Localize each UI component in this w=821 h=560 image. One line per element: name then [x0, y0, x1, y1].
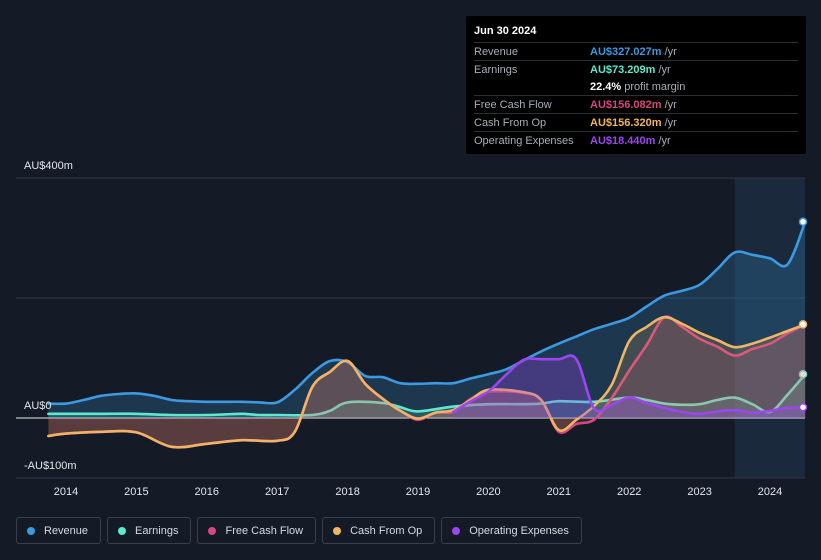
- tooltip-unit: /yr: [664, 98, 677, 111]
- tooltip-unit: /yr: [664, 45, 677, 58]
- y-tick-label-400: AU$400m: [24, 160, 73, 172]
- operating-expenses-end-point: [798, 402, 808, 412]
- legend-item-free-cash-flow[interactable]: Free Cash Flow: [197, 517, 317, 544]
- tooltip-unit: /yr: [664, 116, 677, 129]
- x-axis: 2014 2015 2016 2017 2018 2019 2020 2021 2022 2023…: [54, 486, 782, 498]
- tooltip-row-free-cash-flow: Free Cash Flow AU$156.082m /yr: [474, 95, 798, 113]
- chart-plot-area: 2014 2015 2016 2017 2018 2019 2020 2021 2022 2023…: [16, 177, 808, 498]
- legend-label: Operating Expenses: [469, 524, 569, 537]
- revenue-line: [47, 220, 807, 406]
- x-tick-label-2021: 2021: [547, 486, 571, 498]
- x-tick-label-2015: 2015: [124, 486, 148, 498]
- x-tick-label-2016: 2016: [195, 486, 219, 498]
- x-tick-label-2022: 2022: [617, 486, 641, 498]
- x-tick-label-2020: 2020: [476, 486, 500, 498]
- operating-expenses-area: [453, 355, 806, 418]
- tooltip-row-earnings: Earnings AU$73.209m /yr: [474, 60, 798, 78]
- earnings-area: [48, 374, 806, 418]
- x-tick-label-2024: 2024: [758, 486, 782, 498]
- tooltip-value: AU$18.440m: [590, 134, 656, 147]
- tooltip-unit: /yr: [658, 134, 671, 147]
- revenue-end-point: [798, 217, 808, 227]
- tooltip-label: Operating Expenses: [474, 134, 574, 147]
- revenue-area: [48, 221, 806, 418]
- tooltip-label: Earnings: [474, 63, 518, 76]
- legend-dot-icon: [208, 526, 217, 535]
- legend-label: Free Cash Flow: [225, 524, 304, 537]
- y-tick-label-0: AU$0: [24, 400, 52, 412]
- tooltip-value: 22.4%: [590, 80, 622, 93]
- legend-dot-icon: [452, 526, 461, 535]
- x-tick-label-2018: 2018: [335, 486, 359, 498]
- legend-item-earnings[interactable]: Earnings: [107, 517, 192, 544]
- legend-item-operating-expenses[interactable]: Operating Expenses: [441, 517, 582, 544]
- tooltip-label: Free Cash Flow: [474, 98, 552, 111]
- tooltip-value: AU$327.027m: [590, 45, 662, 58]
- x-tick-label-2019: 2019: [406, 486, 430, 498]
- chart-legend: Revenue Earnings Free Cash Flow Cash Fro…: [16, 517, 582, 544]
- legend-dot-icon: [27, 526, 35, 535]
- tooltip-date: Jun 30 2024: [474, 25, 537, 37]
- legend-label: Cash From Op: [350, 524, 423, 537]
- tooltip-unit: /yr: [658, 63, 671, 76]
- legend-dot-icon: [333, 526, 342, 535]
- x-tick-label-2023: 2023: [687, 486, 711, 498]
- tooltip-row-revenue: Revenue AU$327.027m /yr: [474, 42, 798, 60]
- cash-from-op-area: [48, 317, 806, 448]
- legend-label: Revenue: [44, 524, 89, 537]
- earnings-line: [47, 372, 807, 417]
- legend-item-revenue[interactable]: Revenue: [16, 517, 102, 544]
- tooltip-label: Revenue: [474, 45, 519, 58]
- tooltip-value: AU$156.320m: [590, 116, 662, 129]
- legend-dot-icon: [118, 526, 127, 535]
- tooltip-value: AU$73.209m: [590, 63, 656, 76]
- tooltip-row-operating-expenses: Operating Expenses AU$18.440m /yr: [474, 131, 798, 149]
- series-layer: [47, 217, 808, 449]
- data-tooltip: Jun 30 2024 Revenue AU$327.027m /yr Earn…: [466, 16, 806, 154]
- x-tick-label-2017: 2017: [265, 486, 289, 498]
- y-tick-label-neg100: -AU$100m: [24, 460, 77, 472]
- operating-expenses-line: [451, 354, 807, 416]
- legend-item-cash-from-op[interactable]: Cash From Op: [322, 517, 436, 544]
- legend-label: Earnings: [135, 524, 179, 537]
- tooltip-label: Cash From Op: [474, 116, 547, 129]
- tooltip-row-cash-from-op: Cash From Op AU$156.320m /yr: [474, 113, 798, 131]
- free-cash-flow-area: [48, 316, 806, 448]
- tooltip-value: AU$156.082m: [590, 98, 662, 111]
- cash-from-op-end-point: [798, 320, 808, 329]
- tooltip-unit: profit margin: [624, 80, 686, 93]
- earnings-end-point: [798, 369, 808, 379]
- tooltip-row-profit-margin: 22.4% profit margin: [474, 78, 798, 95]
- x-tick-label-2014: 2014: [54, 486, 78, 498]
